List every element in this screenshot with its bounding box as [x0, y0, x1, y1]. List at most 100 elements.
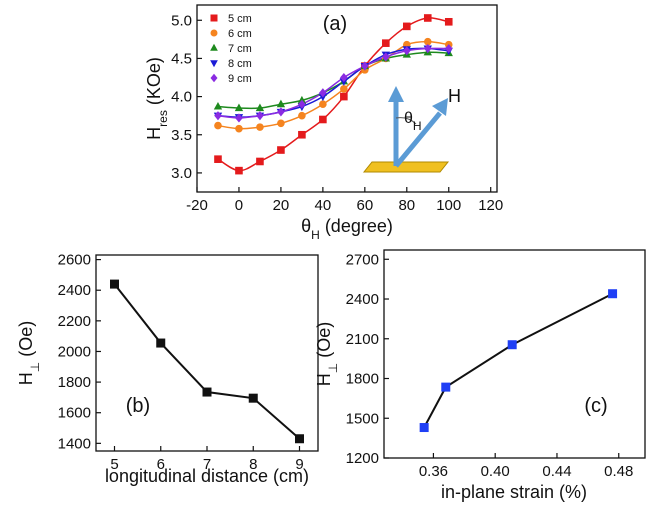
marker: [202, 387, 212, 397]
x-axis-label: in-plane strain (%): [441, 482, 587, 502]
panel-label: (b): [126, 395, 150, 417]
marker: [423, 43, 432, 54]
marker: [444, 17, 453, 26]
marker: [256, 157, 264, 166]
marker: [235, 166, 243, 175]
marker: [235, 124, 243, 133]
x-tick-label: 0: [235, 197, 243, 214]
marker: [277, 107, 285, 117]
marker: [156, 338, 166, 348]
marker: [277, 119, 285, 128]
panel-label: (a): [323, 13, 347, 35]
y-axis-label-part: (Oe): [16, 321, 36, 362]
y-axis-label: H⊥ (Oe): [314, 322, 340, 386]
legend-label: 9 cm: [228, 73, 252, 85]
y-axis-label-part: H: [314, 373, 334, 386]
y-tick-label: 2000: [58, 343, 91, 360]
x-axis-label-part: θ: [301, 216, 311, 236]
x-tick-label: -20: [186, 197, 208, 214]
marker: [256, 111, 264, 121]
marker: [444, 43, 453, 54]
inset-sketch: [362, 86, 450, 173]
x-tick-label: 0.40: [481, 463, 510, 480]
legend-marker: [210, 29, 218, 37]
plot-frame: [383, 249, 646, 459]
marker: [298, 99, 306, 109]
x-tick-label: 20: [273, 197, 290, 214]
y-tick-label: 3.0: [171, 165, 192, 182]
fit-line: [217, 51, 449, 110]
marker: [361, 61, 369, 71]
x-tick-label: 80: [398, 197, 415, 214]
marker: [255, 103, 265, 112]
x-tick-label: 0.36: [419, 463, 448, 480]
marker: [423, 37, 432, 46]
y-tick-label: 2400: [346, 291, 379, 308]
legend-marker: [210, 60, 218, 68]
plot-frame: [196, 4, 498, 193]
x-tick-label: 8: [249, 456, 257, 473]
marker: [402, 22, 411, 31]
y-axis-label-part: (Oe): [314, 322, 334, 363]
x-axis-label-part: (degree): [320, 216, 393, 236]
y-axis-label-part: (KOe): [144, 57, 164, 110]
inset-angle-label: θH: [404, 110, 422, 133]
marker: [295, 434, 304, 444]
plot-frame: [95, 254, 319, 452]
marker: [214, 121, 222, 130]
panel-label: (c): [584, 395, 607, 417]
marker: [234, 103, 244, 112]
data-line: [423, 292, 614, 429]
x-tick-label: 0.48: [604, 463, 633, 480]
legend-label: 5 cm: [228, 13, 252, 25]
marker: [318, 93, 328, 102]
marker: [382, 39, 390, 47]
y-tick-label: 1500: [346, 410, 379, 427]
marker: [297, 95, 307, 104]
marker: [298, 130, 306, 139]
marker: [507, 340, 517, 350]
y-tick-label: 1800: [346, 371, 379, 388]
marker: [256, 123, 264, 131]
legend-marker: [210, 73, 218, 83]
x-tick-label: 9: [295, 456, 303, 473]
y-axis-label-part: H: [144, 127, 164, 140]
x-axis-label-part: in-plane strain (%): [441, 482, 587, 502]
fit-line: [217, 47, 449, 118]
marker: [608, 289, 618, 299]
legend-label: 8 cm: [228, 58, 252, 70]
marker: [298, 111, 306, 120]
marker: [214, 155, 222, 163]
legend-marker: [210, 43, 218, 51]
x-tick-label: 0.44: [542, 463, 571, 480]
marker: [423, 14, 432, 22]
marker: [419, 423, 429, 433]
y-tick-label: 1600: [58, 405, 91, 422]
y-axis-label-part: ⊥: [28, 362, 42, 372]
y-tick-label: 5.0: [171, 12, 192, 29]
marker: [277, 146, 285, 154]
marker: [319, 88, 327, 98]
y-tick-label: 2100: [346, 331, 379, 348]
marker: [340, 92, 348, 101]
y-tick-label: 2600: [58, 252, 91, 269]
inset-angle-label-part: H: [413, 119, 422, 133]
marker: [340, 85, 348, 93]
marker: [214, 111, 222, 121]
x-tick-label: 7: [203, 456, 211, 473]
y-tick-label: 1200: [346, 450, 379, 467]
x-tick-label: 5: [110, 456, 118, 473]
y-axis-label-part: res: [156, 110, 170, 127]
marker: [276, 99, 286, 108]
x-tick-label: 120: [478, 197, 503, 214]
marker: [319, 115, 327, 124]
y-tick-label: 2400: [58, 282, 91, 299]
legend-label: 6 cm: [228, 28, 252, 40]
y-tick-label: 1800: [58, 374, 91, 391]
x-axis-label: longitudinal distance (cm): [105, 466, 309, 486]
marker: [441, 382, 451, 392]
y-tick-label: 1400: [58, 435, 91, 452]
y-axis-label: Hres (KOe): [144, 57, 170, 140]
y-tick-label: 4.0: [171, 89, 192, 106]
